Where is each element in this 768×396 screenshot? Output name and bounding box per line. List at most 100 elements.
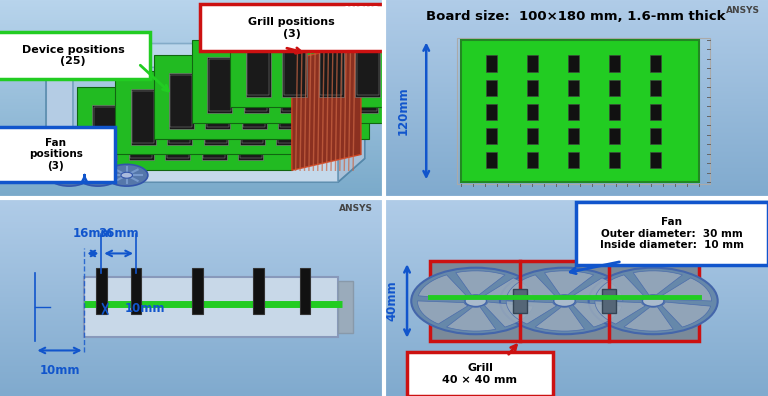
Text: Grill positions
(3): Grill positions (3) <box>249 17 335 38</box>
Polygon shape <box>238 105 263 160</box>
Bar <box>527 55 538 72</box>
Polygon shape <box>392 42 416 97</box>
Text: 200mm: 200mm <box>555 214 604 227</box>
Polygon shape <box>165 105 190 160</box>
Circle shape <box>105 164 147 186</box>
Polygon shape <box>280 57 305 113</box>
Bar <box>602 289 616 313</box>
Polygon shape <box>115 71 330 154</box>
Circle shape <box>412 268 541 334</box>
Bar <box>650 80 660 96</box>
Polygon shape <box>131 89 155 145</box>
Text: Device positions
(25): Device positions (25) <box>22 45 124 66</box>
Text: 40mm: 40mm <box>386 281 398 321</box>
Polygon shape <box>507 275 556 300</box>
Polygon shape <box>419 275 467 300</box>
Polygon shape <box>535 307 584 331</box>
Polygon shape <box>353 57 378 113</box>
Bar <box>650 128 660 144</box>
Bar <box>461 40 699 182</box>
Text: 10mm: 10mm <box>124 303 165 315</box>
Polygon shape <box>46 67 338 182</box>
FancyBboxPatch shape <box>576 202 768 265</box>
FancyBboxPatch shape <box>407 352 553 396</box>
Circle shape <box>554 295 575 307</box>
Polygon shape <box>662 302 710 327</box>
Bar <box>96 268 107 314</box>
Bar <box>609 104 620 120</box>
Circle shape <box>77 164 119 186</box>
Polygon shape <box>244 57 269 113</box>
Bar <box>568 152 578 168</box>
Text: ANSYS: ANSYS <box>339 204 372 213</box>
Polygon shape <box>201 105 227 160</box>
Polygon shape <box>192 40 407 123</box>
Polygon shape <box>355 42 380 97</box>
Bar <box>568 104 578 120</box>
Polygon shape <box>418 301 468 324</box>
Polygon shape <box>169 73 194 129</box>
Bar <box>457 38 710 184</box>
Circle shape <box>465 295 487 307</box>
Text: Board size:  100×180 mm, 1.6-mm thick: Board size: 100×180 mm, 1.6-mm thick <box>426 10 726 23</box>
Bar <box>609 55 620 72</box>
Bar <box>650 104 660 120</box>
Polygon shape <box>506 301 557 324</box>
Bar <box>253 268 264 314</box>
Bar <box>527 152 538 168</box>
FancyBboxPatch shape <box>0 127 115 182</box>
Circle shape <box>588 268 717 334</box>
Polygon shape <box>573 302 622 327</box>
FancyBboxPatch shape <box>0 32 150 79</box>
Bar <box>84 277 338 337</box>
Text: 36mm: 36mm <box>98 227 139 240</box>
Polygon shape <box>596 275 644 300</box>
Polygon shape <box>283 42 307 97</box>
Polygon shape <box>485 302 533 327</box>
Polygon shape <box>634 271 682 295</box>
Polygon shape <box>292 44 361 170</box>
Polygon shape <box>154 55 369 139</box>
Text: 16mm: 16mm <box>73 227 113 240</box>
Text: Fan
Outer diameter:  30 mm
Inside diameter:  10 mm: Fan Outer diameter: 30 mm Inside diamete… <box>600 217 744 250</box>
Polygon shape <box>46 44 365 67</box>
Text: Fan
positions
(3): Fan positions (3) <box>28 138 83 171</box>
Polygon shape <box>315 73 339 129</box>
Bar <box>527 80 538 96</box>
Bar <box>568 128 578 144</box>
Polygon shape <box>230 24 445 107</box>
Polygon shape <box>46 44 73 182</box>
Polygon shape <box>205 73 230 129</box>
FancyBboxPatch shape <box>200 4 384 51</box>
Text: Grill
40 × 40 mm: Grill 40 × 40 mm <box>442 364 518 385</box>
Bar <box>300 268 310 314</box>
Polygon shape <box>167 89 192 145</box>
Bar <box>527 104 538 120</box>
Bar <box>485 104 496 120</box>
Bar <box>338 281 353 333</box>
Bar <box>609 80 620 96</box>
Bar <box>430 261 699 341</box>
Polygon shape <box>246 42 271 97</box>
Polygon shape <box>92 105 118 160</box>
Polygon shape <box>484 278 535 301</box>
Polygon shape <box>204 89 229 145</box>
Circle shape <box>48 164 91 186</box>
Polygon shape <box>661 278 711 301</box>
Bar <box>609 152 620 168</box>
Polygon shape <box>316 57 342 113</box>
Bar <box>568 80 578 96</box>
Polygon shape <box>276 89 301 145</box>
Text: ANSYS: ANSYS <box>343 6 380 16</box>
Circle shape <box>500 268 629 334</box>
Bar <box>485 55 496 72</box>
Bar <box>609 128 620 144</box>
Polygon shape <box>338 44 365 182</box>
Bar <box>513 289 527 313</box>
Bar <box>650 55 660 72</box>
Bar <box>485 80 496 96</box>
Polygon shape <box>242 73 267 129</box>
Bar <box>568 55 578 72</box>
Text: 120mm: 120mm <box>397 87 409 135</box>
Bar <box>485 152 496 168</box>
